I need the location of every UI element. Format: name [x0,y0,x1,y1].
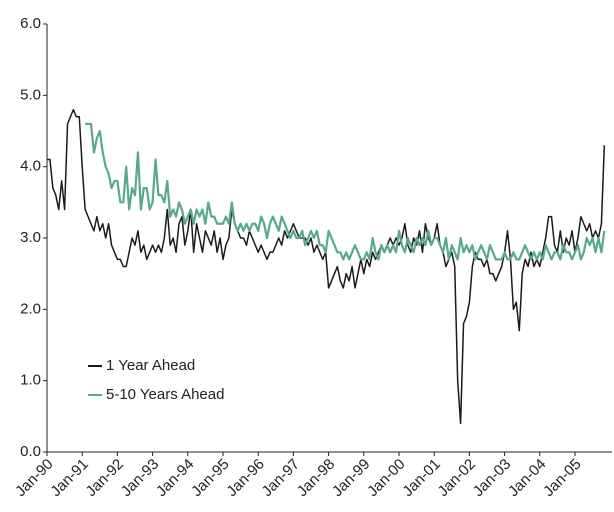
legend-label: 1 Year Ahead [106,357,195,374]
x-tick-label: Jan-03 [470,456,514,500]
x-tick-label: Jan-04 [505,456,549,500]
x-tick-label: Jan-99 [329,456,373,500]
y-tick-label: 5.0 [20,86,41,103]
x-tick-label: Jan-90 [12,456,56,500]
x-tick-label: Jan-93 [118,456,162,500]
x-tick-label: Jan-98 [294,456,338,500]
y-tick-label: 1.0 [20,372,41,389]
x-tick-label: Jan-97 [259,456,303,500]
x-tick-label: Jan-95 [188,456,232,500]
x-tick-label: Jan-91 [47,456,91,500]
x-tick-label: Jan-92 [83,456,127,500]
x-tick-label: Jan-01 [399,456,443,500]
x-tick-label: Jan-00 [364,456,408,500]
x-tick-label: Jan-05 [540,456,584,500]
y-tick-label: 2.0 [20,300,41,317]
series-line [47,108,606,425]
y-tick-label: 3.0 [20,229,41,246]
y-tick-label: 4.0 [20,158,41,175]
y-tick-label: 0.0 [20,443,41,460]
x-tick-label: Jan-94 [153,456,197,500]
x-tick-label: Jan-96 [223,456,267,500]
series-line [85,122,606,261]
legend-label: 5-10 Years Ahead [106,386,224,403]
x-tick-label: Jan-02 [435,456,479,500]
y-tick-label: 6.0 [20,15,41,32]
